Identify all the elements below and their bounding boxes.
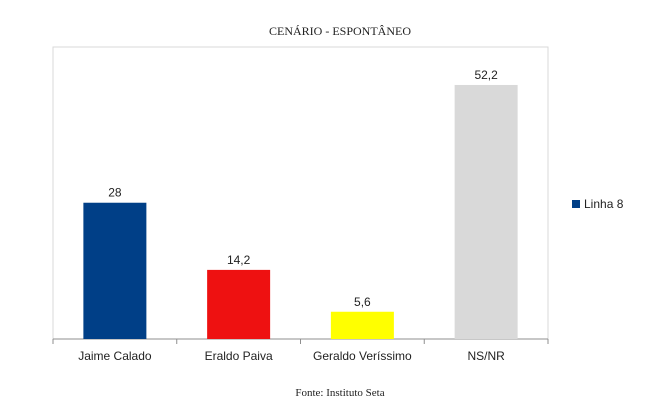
bar-geraldo-verissimo bbox=[330, 311, 394, 339]
category-label-ns-nr: NS/NR bbox=[467, 349, 505, 363]
category-labels-group: Jaime Calado Eraldo Paiva Geraldo Veríssim… bbox=[78, 349, 505, 363]
category-label-eraldo-paiva: Eraldo Paiva bbox=[205, 349, 273, 363]
chart-title: CENÁRIO - ESPONTÂNEO bbox=[269, 24, 411, 38]
legend-label: Linha 8 bbox=[584, 197, 624, 211]
bar-jaime-calado bbox=[83, 202, 147, 339]
legend-swatch bbox=[572, 200, 580, 208]
bar-eraldo-paiva bbox=[207, 269, 271, 339]
value-label-eraldo-paiva: 14,2 bbox=[227, 253, 251, 267]
bar-ns-nr bbox=[454, 84, 518, 340]
category-label-jaime-calado: Jaime Calado bbox=[78, 349, 152, 363]
value-label-jaime-calado: 28 bbox=[108, 186, 122, 200]
source-note: Fonte: Instituto Seta bbox=[295, 387, 384, 399]
value-label-ns-nr: 52,2 bbox=[474, 68, 498, 82]
legend: Linha 8 bbox=[572, 197, 624, 211]
bars-group bbox=[83, 84, 518, 340]
value-labels-group: 28 14,2 5,6 52,2 bbox=[108, 68, 498, 309]
x-axis-ticks-group bbox=[52, 339, 549, 344]
value-label-geraldo-verissimo: 5,6 bbox=[354, 295, 371, 309]
category-label-geraldo-verissimo: Geraldo Veríssimo bbox=[313, 349, 412, 363]
